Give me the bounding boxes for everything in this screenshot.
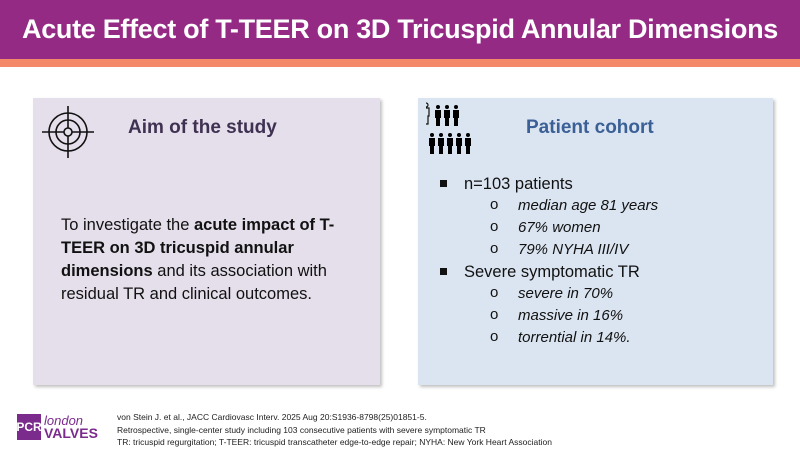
list-subitem: 79% NYHA III/IV [464, 238, 658, 261]
aim-text: To investigate the acute impact of T-TEE… [61, 216, 335, 303]
slide-title: Acute Effect of T-TEER on 3D Tricuspid A… [0, 0, 800, 59]
list-item: Severe symptomatic TR severe in 70%massi… [436, 261, 658, 349]
study-note: Retrospective, single-center study inclu… [117, 424, 486, 435]
footnotes: von Stein J. et al., JACC Cardiovasc Int… [117, 411, 552, 449]
citation: von Stein J. et al., JACC Cardiovasc Int… [117, 412, 427, 422]
list-subitem: severe in 70% [464, 282, 658, 305]
aim-heading: Aim of the study [128, 117, 277, 138]
list-item: n=103 patients median age 81 years67% wo… [436, 173, 658, 261]
abbreviations: TR: tricuspid regurgitation; T-TEER: tri… [117, 437, 552, 447]
list-subitem: torrential in 14%. [464, 326, 658, 349]
cohort-panel: Patient cohort n=103 patients median age… [418, 98, 773, 385]
cohort-heading: Patient cohort [526, 117, 654, 138]
list-subitem: 67% women [464, 216, 658, 239]
cohort-list: n=103 patients median age 81 years67% wo… [436, 173, 658, 349]
target-icon [42, 106, 94, 158]
aim-panel: Aim of the study To investigate the acut… [33, 98, 380, 385]
accent-stripe [0, 59, 800, 67]
list-subitem: massive in 16% [464, 304, 658, 327]
people-group-icon [426, 102, 472, 155]
list-subitem: median age 81 years [464, 194, 658, 217]
pcr-london-valves-logo: PCR london VALVES [16, 413, 98, 441]
